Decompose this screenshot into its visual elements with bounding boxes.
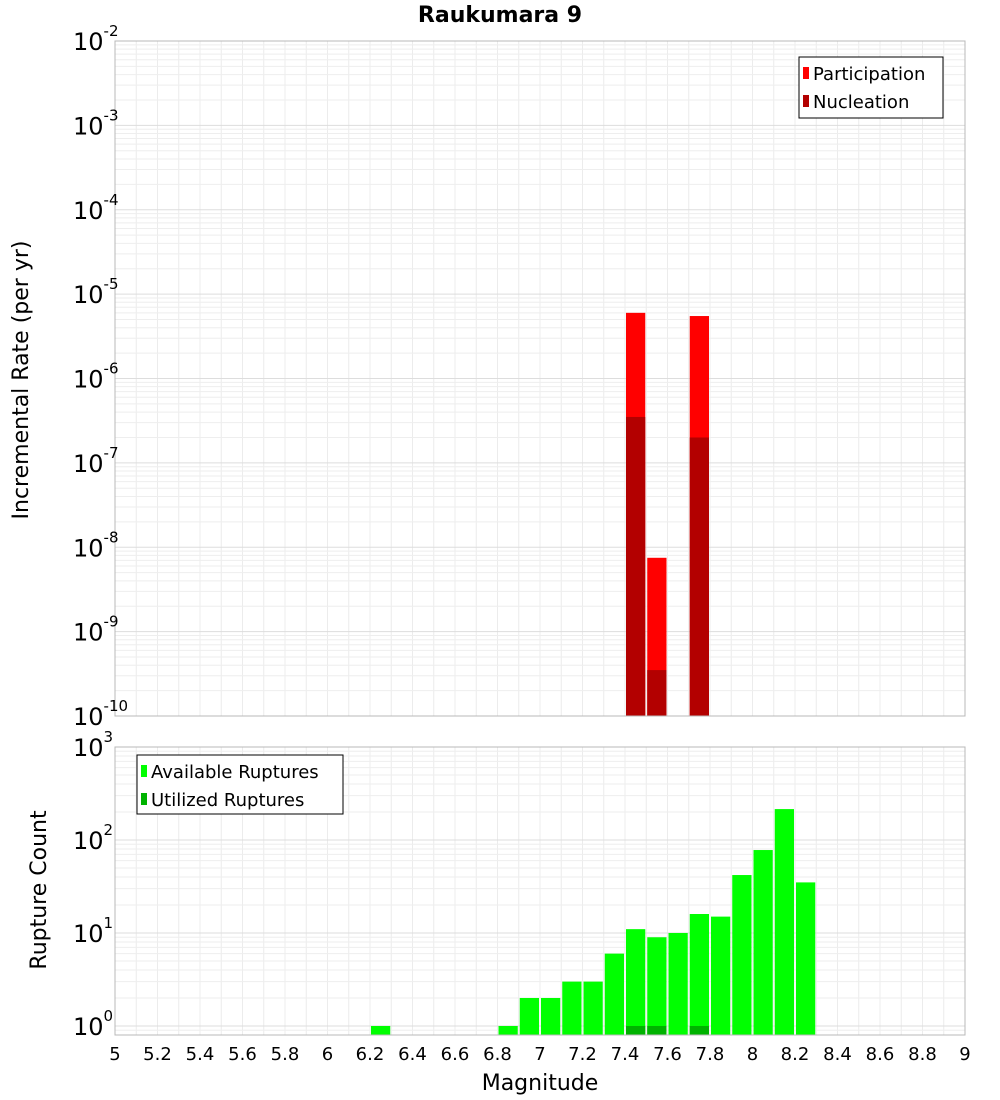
top-y-tick-label: 10-9 <box>73 613 119 647</box>
bottom-legend: Available Ruptures Utilized Ruptures <box>136 754 344 815</box>
bottom-legend-label: Utilized Ruptures <box>151 790 304 811</box>
x-tick-label: 6.6 <box>441 1044 470 1065</box>
top-y-axis-label: Incremental Rate (per yr) <box>9 241 34 520</box>
bottom-bar <box>689 1025 709 1035</box>
top-y-tick-label: 10-8 <box>73 528 119 562</box>
bottom-y-tick-labels: 103 102 101 100 <box>73 728 113 1041</box>
top-y-tick-label: 10-7 <box>73 444 119 478</box>
bottom-legend-swatch <box>141 765 147 777</box>
x-tick-label: 8 <box>747 1044 758 1065</box>
x-tick-label: 5.8 <box>271 1044 300 1065</box>
top-y-tick-label: 10-6 <box>73 360 119 394</box>
top-y-tick-label: 10-2 <box>73 22 119 56</box>
top-legend-swatch <box>803 95 809 107</box>
bottom-y-tick-label: 100 <box>73 1007 113 1041</box>
top-series-2 <box>626 416 709 716</box>
bottom-legend-box <box>136 754 344 815</box>
bottom-bar <box>541 997 561 1035</box>
x-tick-label: 8.4 <box>823 1044 852 1065</box>
bottom-series-2 <box>626 1025 709 1035</box>
bottom-bars <box>371 809 816 1035</box>
bottom-bar <box>711 916 731 1035</box>
bottom-bar <box>626 929 646 1035</box>
bottom-y-axis-label: Rupture Count <box>27 810 52 970</box>
top-legend: Participation Nucleation <box>798 56 944 119</box>
top-y-tick-label: 10-3 <box>73 106 119 140</box>
bottom-bar <box>732 875 752 1035</box>
x-tick-label: 6.2 <box>356 1044 385 1065</box>
bottom-bar <box>753 850 773 1035</box>
x-tick-label: 6.8 <box>483 1044 512 1065</box>
bottom-bar <box>371 1025 391 1035</box>
x-tick-label: 7.8 <box>696 1044 725 1065</box>
x-tick-label: 6.4 <box>398 1044 427 1065</box>
bottom-bar <box>774 809 794 1035</box>
bottom-bar <box>647 937 667 1035</box>
bottom-legend-label: Available Ruptures <box>151 762 319 783</box>
bottom-panel: 103 102 101 100 Available Ruptures Utilized R… <box>73 728 966 1041</box>
top-panel: 10-2 10-3 10-4 10-5 10-6 10-7 10-8 10-9 10-10 Par… <box>73 22 966 731</box>
top-y-tick-label: 10-4 <box>73 191 119 225</box>
top-legend-label: Participation <box>813 64 925 85</box>
top-bars <box>626 312 709 716</box>
bottom-plot-frame <box>114 746 966 1036</box>
x-tick-label: 9 <box>959 1044 970 1065</box>
x-tick-label: 8.6 <box>866 1044 895 1065</box>
bottom-bar <box>668 932 688 1035</box>
bottom-bar <box>562 981 582 1035</box>
x-tick-label: 5.2 <box>143 1044 172 1065</box>
bottom-bar <box>583 981 603 1035</box>
x-tick-label: 6 <box>322 1044 333 1065</box>
x-tick-label: 5.6 <box>228 1044 257 1065</box>
bottom-bar <box>604 953 624 1035</box>
top-plot-frame <box>114 40 966 717</box>
bottom-bar <box>626 1025 646 1035</box>
bottom-y-tick-label: 103 <box>73 728 113 762</box>
top-bar <box>689 437 709 716</box>
x-tick-label: 8.2 <box>781 1044 810 1065</box>
x-axis-label: Magnitude <box>482 1071 599 1096</box>
x-tick-label: 5.4 <box>186 1044 215 1065</box>
x-tick-label: 5 <box>109 1044 120 1065</box>
top-legend-label: Nucleation <box>813 92 909 113</box>
bottom-y-tick-label: 101 <box>73 914 113 948</box>
bottom-bar <box>519 997 539 1035</box>
bottom-bar <box>647 1025 667 1035</box>
top-grid <box>115 41 965 717</box>
bottom-series-1 <box>371 809 816 1035</box>
x-tick-label: 7.2 <box>568 1044 597 1065</box>
top-y-tick-label: 10-10 <box>73 697 128 731</box>
top-bar <box>626 416 646 716</box>
x-tick-label: 7.6 <box>653 1044 682 1065</box>
top-legend-swatch <box>803 67 809 79</box>
top-y-tick-label: 10-5 <box>73 275 119 309</box>
chart-title: Raukumara 9 <box>418 3 582 28</box>
x-tick-label: 7.4 <box>611 1044 640 1065</box>
x-tick-labels: 5 5.2 5.4 5.6 5.8 6 6.2 6.4 6.6 6.8 7 7.2 7.4 7.6 7.8 8… <box>109 1044 970 1065</box>
top-bar <box>647 670 667 716</box>
bottom-bar <box>689 914 709 1035</box>
bottom-bar <box>498 1025 518 1035</box>
bottom-y-tick-label: 102 <box>73 821 113 855</box>
x-tick-label: 7 <box>534 1044 545 1065</box>
top-legend-box <box>798 56 944 119</box>
bottom-bar <box>796 882 816 1035</box>
bottom-legend-swatch <box>141 793 147 805</box>
x-tick-label: 8.8 <box>908 1044 937 1065</box>
top-y-tick-labels: 10-2 10-3 10-4 10-5 10-6 10-7 10-8 10-9 10-10 <box>73 22 128 731</box>
